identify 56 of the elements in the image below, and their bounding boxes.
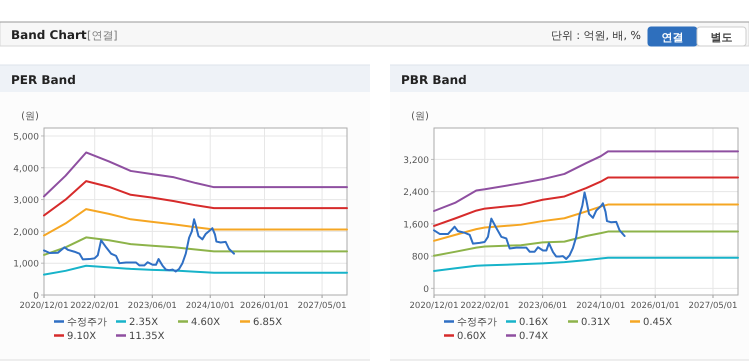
legend-label: 2.35X <box>129 317 158 328</box>
x-tick-label: 2022/02/01 <box>70 301 120 311</box>
text: 단위 : 억원, 배, % <box>550 29 641 42</box>
legend-label: 수정주가 <box>67 317 107 328</box>
chart-title: PBR Band <box>401 73 467 87</box>
line-series <box>433 230 739 257</box>
y-tick-label: 0 <box>33 292 40 302</box>
legend-label: 0.60X <box>457 331 486 342</box>
x-tick-label: 2020/12/01 <box>20 301 68 311</box>
x-tick-label: 2026/01/01 <box>240 301 289 311</box>
legend-label: 0.16X <box>519 317 548 328</box>
legend-label: 수정주가 <box>457 317 497 328</box>
legend-label: 11.35X <box>129 331 165 342</box>
x-tick-label: 2026/01/01 <box>630 301 680 311</box>
line-series <box>43 218 235 272</box>
y-tick-label: 1,600 <box>403 220 430 230</box>
line-series <box>43 208 348 237</box>
line-series <box>43 236 348 256</box>
x-tick-label: 2023/06/01 <box>518 301 568 311</box>
x-tick-label: 2020/12/01 <box>410 301 458 311</box>
legend-label: 0.74X <box>519 331 548 342</box>
y-tick-label: 3,000 <box>13 196 40 206</box>
legend-label: 6.85X <box>253 317 282 328</box>
legend-label: 0.31X <box>581 317 610 328</box>
y-tick-label: 800 <box>412 252 430 263</box>
x-tick-label: 2024/10/01 <box>576 301 626 311</box>
legend-label: 4.60X <box>191 317 220 328</box>
y-tick-label: 4,000 <box>13 164 40 174</box>
y-tick-label: 2,000 <box>13 228 40 238</box>
text: Band Chart <box>11 28 87 42</box>
y-tick-label: 5,000 <box>13 132 40 142</box>
text: 연결 <box>662 31 684 44</box>
line-series <box>43 264 348 276</box>
y-tick-label: 1,000 <box>13 260 40 270</box>
text: 별도 <box>710 31 732 44</box>
y-axis-title: (원) <box>21 111 39 122</box>
chart-title: PER Band <box>11 73 76 87</box>
x-tick-label: 2027/05/01 <box>298 301 347 311</box>
line-series <box>433 204 739 242</box>
text: [연결] <box>87 29 118 42</box>
line-series <box>433 176 739 227</box>
legend-label: 9.10X <box>67 331 96 342</box>
line-series <box>433 191 626 260</box>
x-tick-label: 2022/02/01 <box>460 301 510 311</box>
y-axis-title: (원) <box>411 111 429 122</box>
line-series <box>43 151 348 198</box>
y-tick-label: 0 <box>423 284 430 295</box>
line-series <box>43 180 348 216</box>
y-tick-label: 3,200 <box>403 156 430 166</box>
y-tick-label: 2,400 <box>403 188 430 198</box>
legend-label: 0.45X <box>643 317 672 328</box>
x-tick-label: 2024/10/01 <box>186 301 235 311</box>
x-tick-label: 2027/05/01 <box>688 301 738 311</box>
line-series <box>433 150 739 212</box>
line-series <box>433 256 739 272</box>
x-tick-label: 2023/06/01 <box>128 301 177 311</box>
